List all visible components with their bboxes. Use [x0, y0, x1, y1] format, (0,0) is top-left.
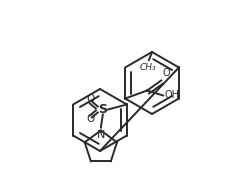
- Text: O: O: [162, 67, 170, 78]
- Text: S: S: [98, 103, 107, 116]
- Text: O: O: [87, 115, 95, 124]
- Text: CH₃: CH₃: [140, 63, 156, 72]
- Text: N: N: [97, 130, 105, 139]
- Text: O: O: [87, 94, 95, 104]
- Text: OH: OH: [164, 90, 179, 101]
